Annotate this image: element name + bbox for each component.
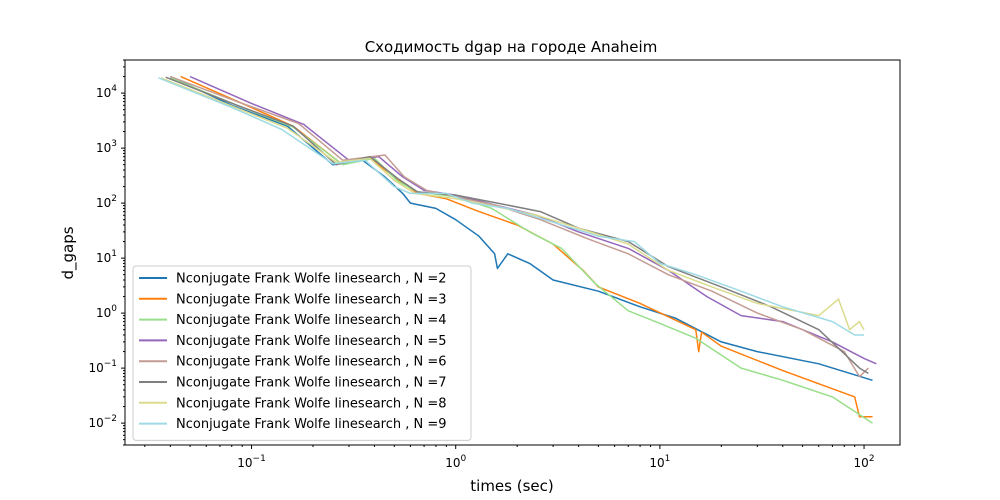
x-tick-label: 102 [854,454,875,470]
legend-item: Nconjugate Frank Wolfe linesearch , N =5 [139,334,447,349]
y-tick-label: 102 [96,194,117,210]
legend: Nconjugate Frank Wolfe linesearch , N =2… [132,265,472,441]
x-axis-label: times (sec) [470,477,553,495]
legend-box [132,265,472,441]
x-tick-label: 10−1 [237,454,266,470]
legend-label: Nconjugate Frank Wolfe linesearch , N =7 [176,376,447,391]
y-tick-label: 100 [96,304,117,320]
series-line-5 [170,75,869,378]
series-line-7 [160,77,865,331]
x-tick-label: 100 [445,454,466,470]
legend-item: Nconjugate Frank Wolfe linesearch , N =4 [139,313,447,328]
series-line-3 [170,77,873,424]
y-tick-label: 104 [96,84,117,100]
legend-item: Nconjugate Frank Wolfe linesearch , N =6 [139,355,447,370]
legend-item: Nconjugate Frank Wolfe linesearch , N =7 [139,376,447,391]
y-tick-label: 10−2 [88,414,117,430]
legend-item: Nconjugate Frank Wolfe linesearch , N =8 [139,396,447,411]
legend-label: Nconjugate Frank Wolfe linesearch , N =4 [176,313,447,328]
x-tick-label: 101 [649,454,670,470]
legend-label: Nconjugate Frank Wolfe linesearch , N =8 [176,396,447,411]
plot-area [158,75,877,424]
legend-label: Nconjugate Frank Wolfe linesearch , N =9 [176,417,447,432]
legend-label: Nconjugate Frank Wolfe linesearch , N =3 [176,292,447,307]
legend-item: Nconjugate Frank Wolfe linesearch , N =2 [139,272,447,287]
ticks [121,59,865,449]
y-tick-label: 103 [96,139,117,155]
y-tick-label: 101 [96,249,117,265]
legend-item: Nconjugate Frank Wolfe linesearch , N =3 [139,292,447,307]
y-tick-label: 10−1 [88,359,117,375]
series-line-6 [165,76,869,375]
y-axis-label: d_gaps [59,226,78,279]
chart-title: Сходимость dgap на городе Anaheim [365,38,658,56]
legend-item: Nconjugate Frank Wolfe linesearch , N =9 [139,417,447,432]
legend-label: Nconjugate Frank Wolfe linesearch , N =2 [176,272,447,287]
axes-frame [124,59,901,446]
series-line-8 [158,77,864,336]
legend-label: Nconjugate Frank Wolfe linesearch , N =6 [176,355,447,370]
legend-label: Nconjugate Frank Wolfe linesearch , N =5 [176,334,447,349]
